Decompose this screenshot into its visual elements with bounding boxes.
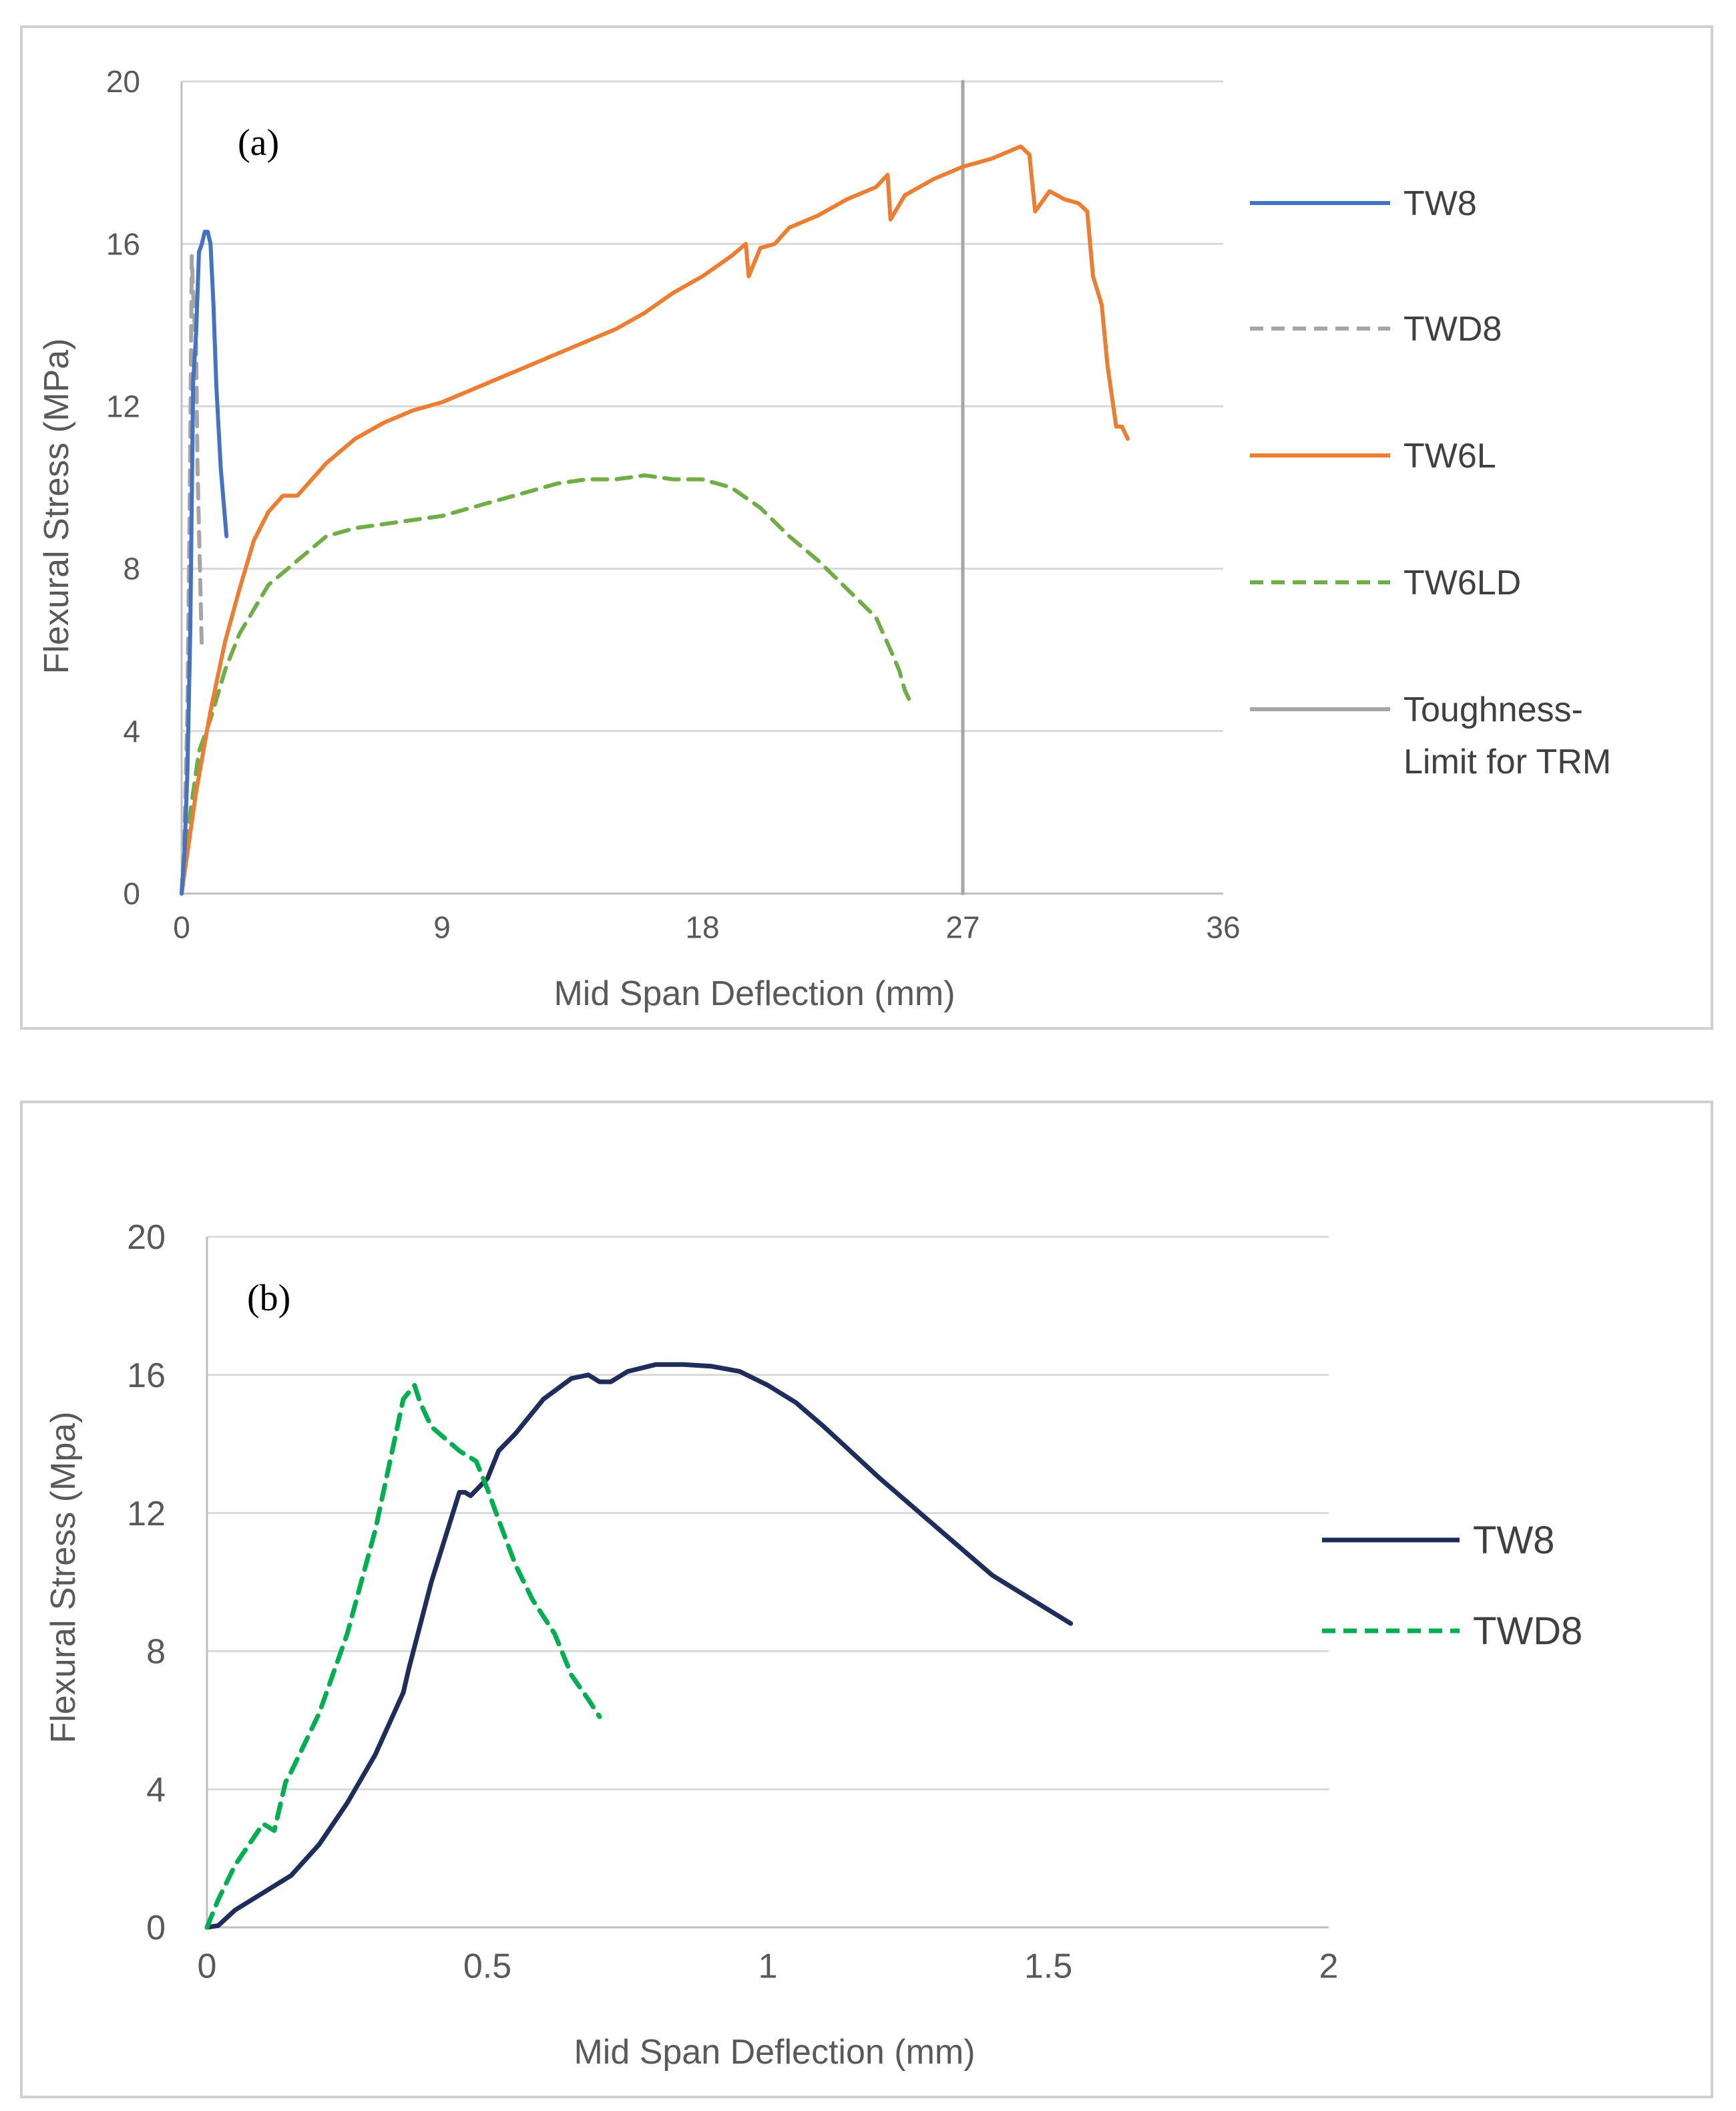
series-line-a-tw8 bbox=[180, 230, 229, 896]
y-tick-label-b-2: 8 bbox=[146, 1633, 166, 1672]
y-tick-label-b-5: 20 bbox=[127, 1218, 166, 1257]
series-line-b-tw8 bbox=[204, 1362, 1074, 1930]
legend-a-label-toughness-2: Limit for TRM bbox=[1403, 743, 1611, 781]
series-line-a-tw6l bbox=[180, 144, 1130, 896]
series-line-a-twd8 bbox=[180, 254, 204, 896]
y-tick-label-a-5: 20 bbox=[106, 64, 140, 99]
panel-b-xlabel: Mid Span Deflection (mm) bbox=[574, 2033, 975, 2072]
panel-b-label: (b) bbox=[247, 1278, 290, 1319]
panel-b-ylabel: Flexural Stress (Mpa) bbox=[44, 1412, 83, 1744]
legend-b-label-twd8: TWD8 bbox=[1473, 1609, 1582, 1653]
y-tick-label-b-4: 16 bbox=[127, 1356, 166, 1395]
y-tick-label-b-1: 4 bbox=[146, 1770, 166, 1809]
legend-a-label-tw8: TW8 bbox=[1403, 184, 1477, 223]
y-tick-label-a-1: 4 bbox=[123, 714, 140, 749]
x-tick-label-b-2: 1 bbox=[758, 1947, 778, 1985]
series-line-b-twd8 bbox=[204, 1382, 602, 1930]
legend-a-label-tw6ld: TW6LD bbox=[1403, 564, 1521, 602]
panel-a-label: (a) bbox=[238, 122, 279, 164]
x-tick-label-b-3: 1.5 bbox=[1024, 1947, 1072, 1985]
y-tick-label-a-4: 16 bbox=[106, 226, 140, 261]
x-tick-label-a-2: 18 bbox=[685, 910, 719, 945]
y-tick-label-b-3: 12 bbox=[127, 1495, 166, 1533]
panel-a-xlabel: Mid Span Deflection (mm) bbox=[554, 974, 955, 1013]
chart-panel-b bbox=[20, 1101, 1713, 2098]
x-tick-label-a-4: 36 bbox=[1206, 910, 1240, 945]
x-tick-label-b-0: 0 bbox=[198, 1947, 217, 1985]
y-tick-label-a-2: 8 bbox=[123, 552, 140, 586]
x-tick-label-a-3: 27 bbox=[945, 910, 980, 945]
panel-a-ylabel: Flexural Stress (MPa) bbox=[37, 339, 76, 675]
x-tick-label-b-4: 2 bbox=[1319, 1947, 1339, 1985]
legend-b-label-tw8: TW8 bbox=[1473, 1519, 1554, 1562]
x-tick-label-b-1: 0.5 bbox=[463, 1947, 511, 1985]
y-tick-label-b-0: 0 bbox=[146, 1909, 166, 1947]
x-tick-label-a-0: 0 bbox=[173, 910, 190, 945]
x-tick-label-a-1: 9 bbox=[433, 910, 451, 945]
y-tick-label-a-0: 0 bbox=[123, 876, 140, 911]
legend-a-label-twd8: TWD8 bbox=[1403, 310, 1502, 349]
legend-a-label-tw6l: TW6L bbox=[1403, 437, 1496, 475]
y-tick-label-a-3: 12 bbox=[106, 389, 140, 424]
legend-a-label-toughness-1: Toughness- bbox=[1403, 691, 1583, 729]
series-line-a-tw6ld bbox=[180, 473, 913, 896]
